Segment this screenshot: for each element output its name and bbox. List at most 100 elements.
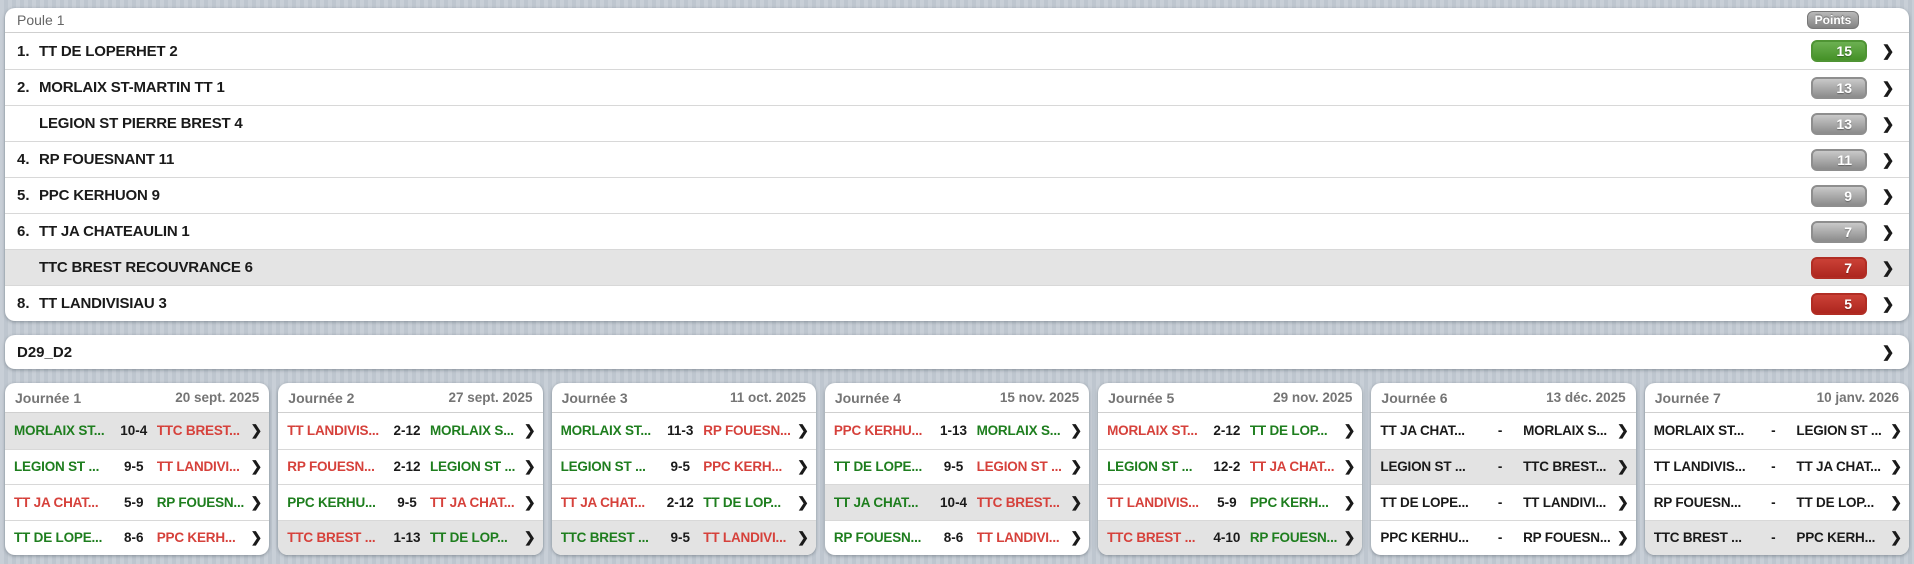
chevron-right-icon: ❯ xyxy=(250,529,263,546)
matchday-header: Journée 7 10 janv. 2026 xyxy=(1644,383,1909,413)
matchday-date: 27 sept. 2025 xyxy=(448,390,533,405)
match-row[interactable]: PPC KERHU... 1-13 MORLAIX S... ❯ xyxy=(825,413,1089,449)
standings-row[interactable]: 4. RP FOUESNANT 11 11 ❯ xyxy=(5,141,1909,177)
match-score: - xyxy=(1771,423,1776,439)
standings-row[interactable]: 2. MORLAIX ST-MARTIN TT 1 13 ❯ xyxy=(5,69,1909,105)
rank-label: 8. xyxy=(17,295,30,312)
matchday-card: Journée 3 11 oct. 2025 MORLAIX ST... 11-… xyxy=(551,383,816,555)
match-row[interactable]: LEGION ST ... 9-5 PPC KERH... ❯ xyxy=(551,448,816,485)
match-row[interactable]: TT JA CHAT... 10-4 TTC BREST... ❯ xyxy=(824,484,1090,520)
home-team-name: MORLAIX ST... xyxy=(1107,423,1198,439)
chevron-right-icon: ❯ xyxy=(523,458,536,475)
match-row[interactable]: LEGION ST ... 9-5 TT LANDIVI... ❯ xyxy=(5,448,270,485)
match-row[interactable]: TT DE LOPE... - TT LANDIVI... ❯ xyxy=(1371,484,1636,520)
chevron-right-icon: ❯ xyxy=(1890,493,1902,510)
matchday-rows: MORLAIX ST... 11-3 RP FOUESN... ❯ LEGION… xyxy=(551,413,816,555)
match-score: 8-6 xyxy=(943,530,964,546)
home-team-name: TTC BREST ... xyxy=(560,530,649,546)
match-row[interactable]: MORLAIX ST... 2-12 TT DE LOP... ❯ xyxy=(1098,413,1362,449)
chevron-right-icon: ❯ xyxy=(1616,493,1629,510)
matchday-title: Journée 2 xyxy=(288,389,355,406)
division-label: D29_D2 xyxy=(17,343,73,361)
team-name: MORLAIX ST-MARTIN TT 1 xyxy=(39,79,225,96)
match-row[interactable]: TTC BREST ... 1-13 TT DE LOP... ❯ xyxy=(278,519,543,555)
chevron-right-icon: ❯ xyxy=(1343,458,1356,475)
standings-row[interactable]: 1. TT DE LOPERHET 2 15 ❯ xyxy=(5,33,1909,69)
matchday-cards: Journée 1 20 sept. 2025 MORLAIX ST... 10… xyxy=(5,383,1909,555)
standings-row[interactable]: TTC BREST RECOUVRANCE 6 7 ❯ xyxy=(5,249,1909,285)
match-row[interactable]: TT JA CHAT... 5-9 RP FOUESN... ❯ xyxy=(5,484,270,520)
match-row[interactable]: RP FOUESN... 2-12 LEGION ST ... ❯ xyxy=(278,448,543,485)
chevron-right-icon: ❯ xyxy=(1890,422,1902,439)
match-row[interactable]: RP FOUESN... - TT DE LOP... ❯ xyxy=(1644,484,1909,520)
match-row[interactable]: MORLAIX ST... - LEGION ST ... ❯ xyxy=(1645,413,1909,449)
matchday-rows: TT LANDIVIS... 2-12 MORLAIX S... ❯ RP FO… xyxy=(278,413,543,555)
match-score: 2-12 xyxy=(393,423,421,439)
standings-row[interactable]: 5. PPC KERHUON 9 9 ❯ xyxy=(5,177,1909,213)
chevron-right-icon: ❯ xyxy=(1881,151,1895,169)
match-score: 2-12 xyxy=(1213,423,1241,439)
match-row[interactable]: TT LANDIVIS... 2-12 MORLAIX S... ❯ xyxy=(278,413,542,449)
away-team-name: MORLAIX S... xyxy=(430,423,514,439)
away-team-name: TT DE LOP... xyxy=(1249,423,1328,439)
match-row[interactable]: LEGION ST ... - TTC BREST... ❯ xyxy=(1371,448,1636,484)
home-team-name: PPC KERHU... xyxy=(833,423,923,439)
points-badge: 15 xyxy=(1811,40,1867,62)
matchday-title: Journée 6 xyxy=(1381,389,1448,406)
matchday-date: 11 oct. 2025 xyxy=(730,390,806,405)
standings-card: Poule 1 Points 1. TT DE LOPERHET 2 15 ❯ … xyxy=(5,8,1909,321)
chevron-right-icon: ❯ xyxy=(523,529,536,546)
match-row[interactable]: MORLAIX ST... 10-4 TTC BREST... ❯ xyxy=(5,413,270,449)
standings-header: Poule 1 Points xyxy=(5,8,1909,33)
match-row[interactable]: TT JA CHAT... - MORLAIX S... ❯ xyxy=(1371,413,1635,449)
match-row[interactable]: PPC KERHU... - RP FOUESN... ❯ xyxy=(1371,519,1636,556)
team-name: PPC KERHUON 9 xyxy=(39,187,160,204)
match-score: - xyxy=(1497,494,1503,510)
home-team-name: TT JA CHAT... xyxy=(560,494,646,510)
team-name: TT LANDIVISIAU 3 xyxy=(39,295,167,312)
away-team-name: LEGION ST ... xyxy=(1796,423,1882,439)
match-row[interactable]: LEGION ST ... 12-2 TT JA CHAT... ❯ xyxy=(1098,448,1363,485)
chevron-right-icon: ❯ xyxy=(1881,43,1895,60)
away-team-name: RP FOUESN... xyxy=(1249,530,1338,546)
pool-title: Poule 1 xyxy=(17,12,65,28)
rank-label: 4. xyxy=(17,151,30,168)
match-row[interactable]: TT LANDIVIS... - TT JA CHAT... ❯ xyxy=(1644,448,1909,485)
chevron-right-icon: ❯ xyxy=(797,458,809,475)
home-team-name: TT LANDIVIS... xyxy=(287,423,379,439)
chevron-right-icon: ❯ xyxy=(523,422,536,439)
chevron-right-icon: ❯ xyxy=(797,493,809,510)
match-row[interactable]: TT DE LOPE... 8-6 PPC KERH... ❯ xyxy=(5,519,270,556)
chevron-right-icon: ❯ xyxy=(250,493,263,510)
chevron-right-icon: ❯ xyxy=(1070,493,1083,510)
match-row[interactable]: RP FOUESN... 8-6 TT LANDIVI... ❯ xyxy=(824,519,1090,556)
points-column-badge: Points xyxy=(1807,11,1859,29)
match-row[interactable]: TT JA CHAT... 2-12 TT DE LOP... ❯ xyxy=(551,484,816,520)
match-row[interactable]: PPC KERHU... 9-5 TT JA CHAT... ❯ xyxy=(278,484,543,520)
home-team-name: TT LANDIVIS... xyxy=(1653,459,1746,475)
match-row[interactable]: MORLAIX ST... 11-3 RP FOUESN... ❯ xyxy=(552,413,816,449)
match-score: - xyxy=(1771,459,1776,475)
matchday-rows: MORLAIX ST... - LEGION ST ... ❯ TT LANDI… xyxy=(1644,413,1909,555)
chevron-right-icon: ❯ xyxy=(797,422,809,439)
match-score: 1-13 xyxy=(393,530,421,546)
matchday-rows: MORLAIX ST... 2-12 TT DE LOP... ❯ LEGION… xyxy=(1098,413,1363,555)
match-score: 5-9 xyxy=(1217,494,1237,510)
match-row[interactable]: TT DE LOPE... 9-5 LEGION ST ... ❯ xyxy=(824,448,1090,485)
standings-row[interactable]: LEGION ST PIERRE BREST 4 13 ❯ xyxy=(5,105,1909,141)
match-row[interactable]: TTC BREST ... 4-10 RP FOUESN... ❯ xyxy=(1098,519,1363,555)
chevron-right-icon: ❯ xyxy=(1616,458,1629,475)
match-row[interactable]: TT LANDIVIS... 5-9 PPC KERH... ❯ xyxy=(1098,484,1363,520)
away-team-name: TTC BREST... xyxy=(156,423,240,439)
matchday-title: Journée 1 xyxy=(15,389,82,406)
match-score: 8-6 xyxy=(123,530,144,546)
standings-row[interactable]: 6. TT JA CHATEAULIN 1 7 ❯ xyxy=(5,213,1909,249)
standings-row[interactable]: 8. TT LANDIVISIAU 3 5 ❯ xyxy=(5,285,1909,321)
chevron-right-icon: ❯ xyxy=(1343,529,1356,546)
match-row[interactable]: TTC BREST ... - PPC KERH... ❯ xyxy=(1644,519,1909,555)
match-row[interactable]: TTC BREST ... 9-5 TT LANDIVI... ❯ xyxy=(551,519,816,555)
division-bar[interactable]: D29_D2 ❯ xyxy=(5,335,1909,369)
away-team-name: TT LANDIVI... xyxy=(976,530,1060,546)
away-team-name: TT JA CHAT... xyxy=(1249,459,1335,475)
matchday-rows: PPC KERHU... 1-13 MORLAIX S... ❯ TT DE L… xyxy=(824,413,1090,556)
